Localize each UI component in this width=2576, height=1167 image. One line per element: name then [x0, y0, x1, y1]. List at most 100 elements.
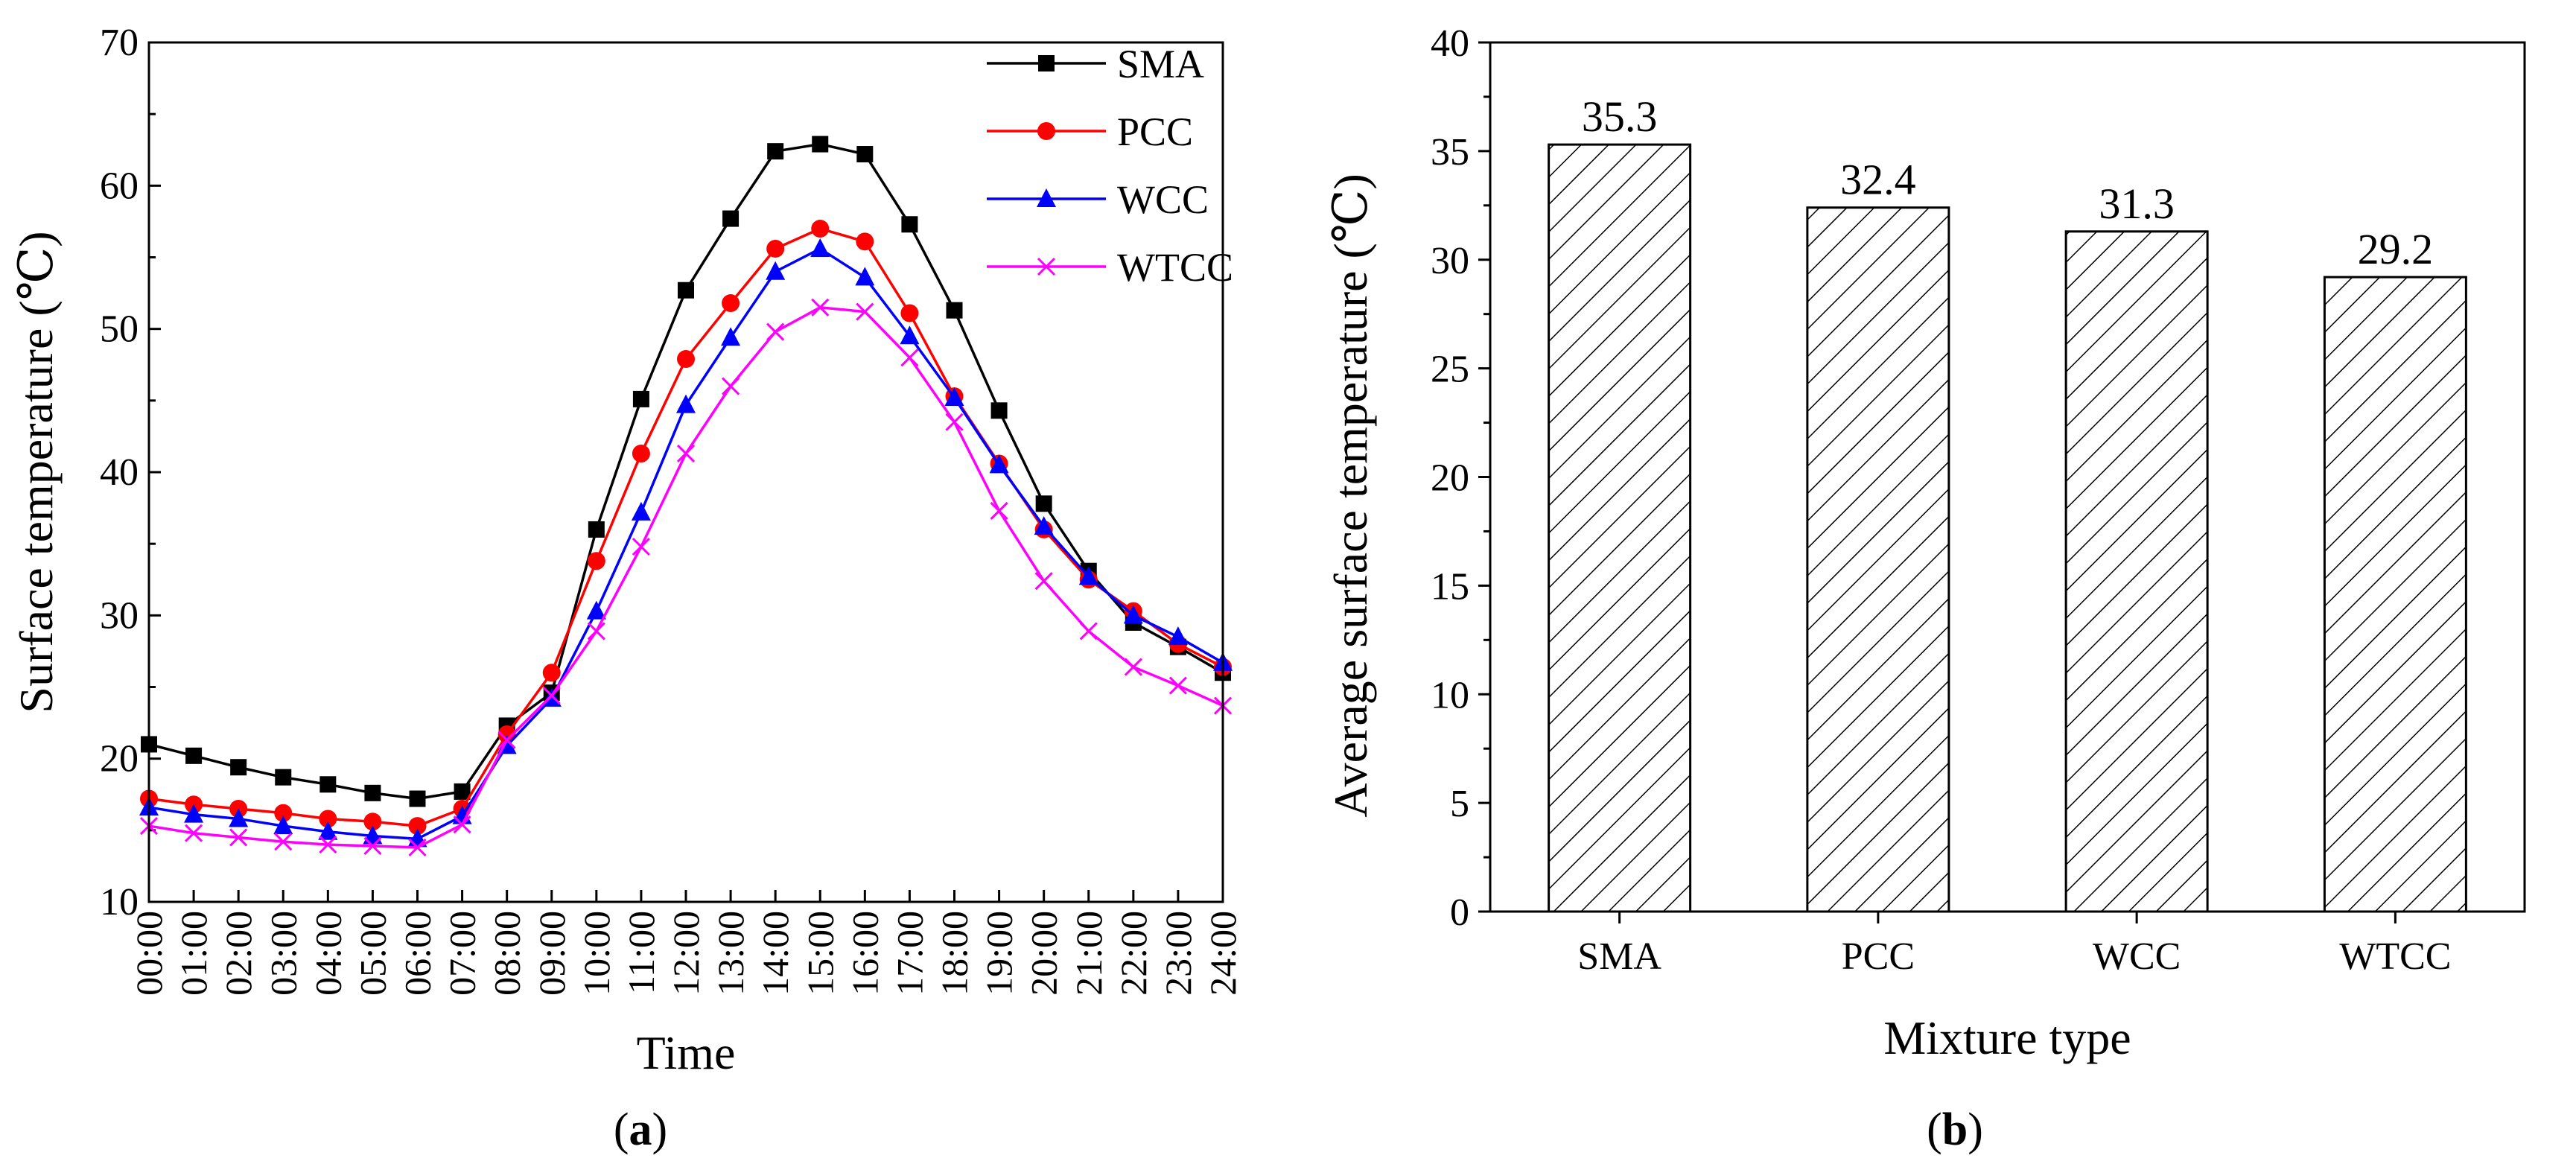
data-point — [901, 216, 918, 233]
data-point — [497, 725, 516, 743]
x-tick-label: 24:00 — [1202, 911, 1244, 996]
data-point — [230, 759, 247, 776]
data-point — [1168, 626, 1188, 646]
data-point — [453, 815, 471, 834]
data-point — [229, 828, 248, 847]
panel-b-caption: (b) — [1927, 1104, 1983, 1155]
x-tick-label: 13:00 — [710, 911, 751, 996]
series-wtcc — [139, 298, 1233, 856]
data-point — [454, 783, 471, 800]
bar-wcc: 31.3 — [2064, 179, 2209, 913]
x-tick-label: 17:00 — [888, 911, 930, 996]
data-point — [944, 387, 964, 406]
data-point — [275, 769, 292, 786]
x-tick-label: 02:00 — [217, 911, 259, 996]
data-point — [1078, 566, 1098, 585]
x-tick-label: 05:00 — [352, 911, 393, 996]
x-tick-label: 14:00 — [754, 911, 796, 996]
x-tick-label: 11:00 — [620, 911, 662, 994]
data-point — [677, 350, 695, 369]
data-point — [632, 444, 650, 462]
series-line — [148, 227, 1224, 827]
data-point — [588, 521, 605, 538]
data-point — [900, 325, 920, 345]
y-tick-label: 10 — [100, 881, 139, 923]
data-point — [990, 402, 1008, 419]
legend-marker — [1037, 257, 1056, 276]
data-point — [185, 824, 203, 842]
data-point — [542, 686, 561, 705]
y-tick-label: 5 — [1450, 783, 1469, 825]
data-point — [408, 817, 427, 836]
y-tick-label: 20 — [100, 738, 139, 780]
data-point — [856, 232, 874, 251]
x-tick-label: 03:00 — [262, 911, 304, 996]
line-chart-plot-frame — [147, 41, 1224, 903]
x-tick-label: 08:00 — [486, 911, 528, 996]
x-tick-label: 04:00 — [307, 911, 349, 996]
data-point — [676, 444, 696, 463]
data-point — [184, 804, 204, 823]
bar-chart-panel-b: 0 5 10 15 20 25 30 35 40 SMA PCC WCC WTCC 35.3 32.4 31… — [1324, 22, 2526, 1155]
x-tick-label: 12:00 — [665, 911, 707, 996]
legend-label: WCC — [1117, 177, 1209, 222]
y-tick-label: 25 — [1431, 349, 1469, 391]
data-point — [273, 815, 293, 835]
data-point — [229, 808, 249, 827]
data-point — [989, 454, 1009, 474]
panel-a-caption: (a) — [614, 1104, 667, 1155]
data-point — [946, 302, 963, 319]
x-tick-label: 23:00 — [1157, 911, 1199, 996]
data-point — [1034, 516, 1054, 535]
data-point — [408, 838, 427, 856]
x-tick-label: 22:00 — [1113, 911, 1154, 996]
bar — [1548, 143, 1692, 913]
data-point — [1123, 605, 1143, 624]
data-point — [587, 622, 605, 640]
data-point — [631, 501, 651, 521]
y-tick-label: 70 — [100, 22, 139, 64]
line-chart-x-axis-title: Time — [637, 1026, 736, 1079]
data-point — [1168, 676, 1187, 695]
bar-chart-x-axis-title: Mixture type — [1883, 1011, 2131, 1064]
legend-item-pcc: PCC — [987, 109, 1193, 154]
bar-chart-ticks: 0 5 10 15 20 25 30 35 40 SMA PCC WCC WTCC — [1431, 22, 2451, 978]
bar-chart-y-axis-title: Average surface temperature (℃) — [1324, 174, 1377, 818]
legend-item-wtcc: WTCC — [987, 245, 1233, 290]
x-tick-label: 18:00 — [934, 911, 976, 996]
data-point — [364, 784, 381, 801]
x-tick-label: SMA — [1577, 935, 1661, 978]
data-point — [721, 327, 741, 346]
data-point — [812, 136, 829, 153]
x-tick-label: 10:00 — [576, 911, 617, 996]
data-point — [766, 322, 785, 341]
x-tick-label: 07:00 — [442, 911, 483, 996]
data-point — [319, 776, 337, 793]
series-line — [148, 306, 1224, 849]
y-tick-label: 20 — [1431, 457, 1469, 500]
line-chart-legend: SMA PCC WCC WTCC — [987, 42, 1233, 290]
data-point — [767, 143, 784, 160]
data-point — [990, 501, 1008, 520]
data-point — [587, 552, 605, 570]
data-point — [363, 813, 382, 831]
x-tick-label: WCC — [2093, 935, 2181, 978]
y-tick-label: 30 — [1431, 240, 1469, 282]
x-tick-label: 00:00 — [128, 911, 170, 996]
x-tick-label: 06:00 — [397, 911, 439, 996]
data-point — [856, 302, 874, 321]
data-point — [319, 810, 337, 828]
y-tick-label: 40 — [1431, 22, 1469, 65]
y-tick-label: 30 — [100, 594, 139, 637]
data-point — [1035, 495, 1052, 512]
bar-sma: 35.3 — [1548, 92, 1692, 913]
data-point — [766, 261, 786, 280]
bar — [1806, 206, 1950, 913]
bar-wtcc: 29.2 — [2323, 225, 2467, 913]
data-point — [1124, 658, 1142, 676]
y-tick-label: 40 — [100, 451, 139, 494]
data-point — [542, 664, 561, 682]
